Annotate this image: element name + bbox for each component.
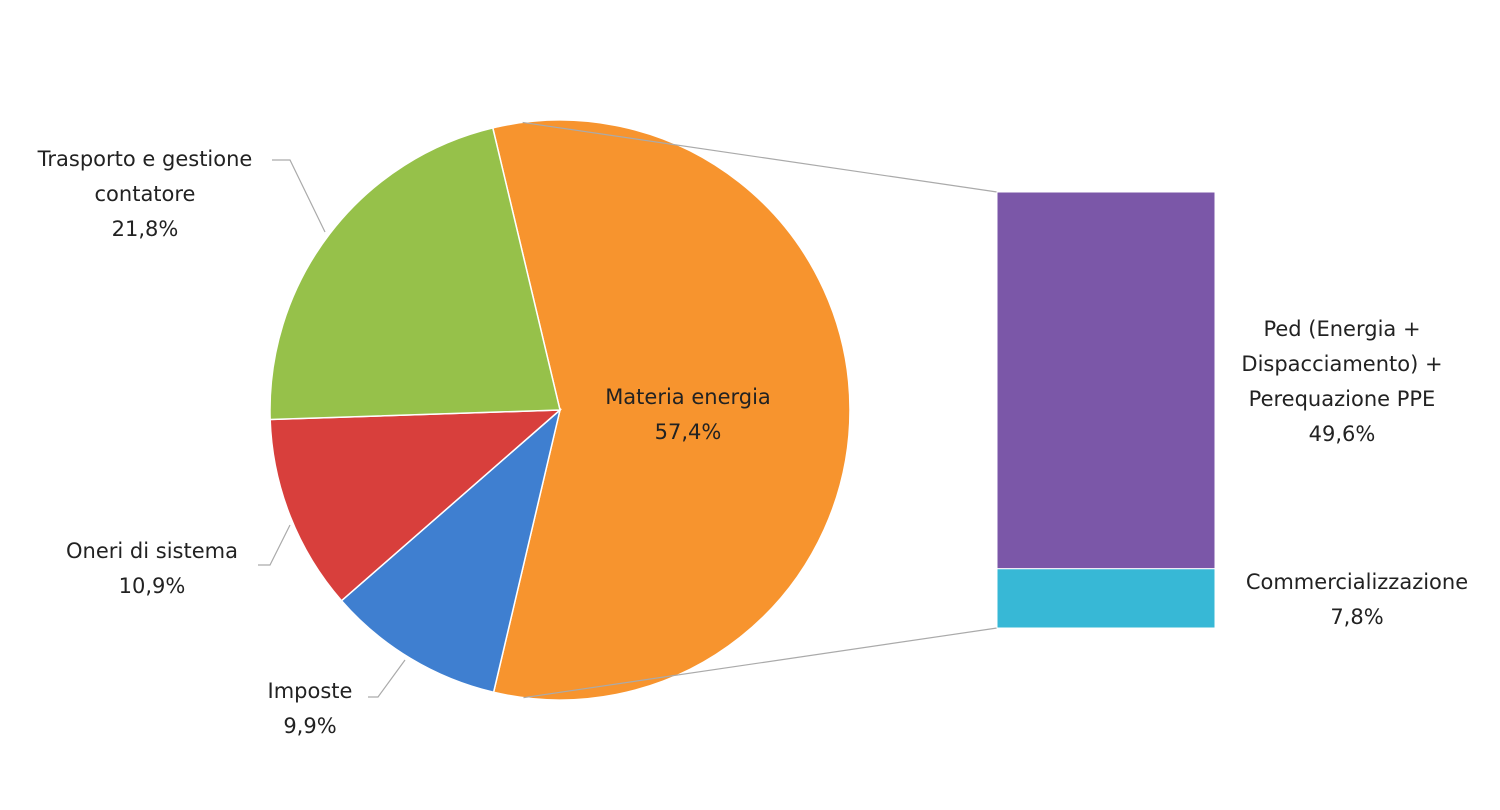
pie-slice-imposte [340,407,562,694]
pie-slice-oneri-di-sistema [269,409,563,602]
slice-label-materia-energia: Materia energia [605,385,771,409]
slice-label-oneri: 10,9% [119,574,186,598]
bar-label-ped: Ped (Energia + [1263,317,1420,341]
breakdown-bar [996,191,1216,629]
connector-top [522,121,998,193]
slice-label-imposte: 9,9% [283,714,336,738]
pie [269,119,851,701]
slice-label-trasporto: 21,8% [112,217,179,241]
leader-line-oneri [258,524,291,566]
slice-label-imposte: Imposte [268,679,353,703]
pie-slice-trasporto-e-gestione-contatore [269,126,561,421]
bar-label-ped: Perequazione PPE [1249,387,1436,411]
slice-label-trasporto: Trasporto e gestione [37,147,253,171]
bar-label-ped: Dispacciamento) + [1241,352,1442,376]
slice-label-oneri: Oneri di sistema [66,539,238,563]
bar-label-ped: 49,6% [1309,422,1376,446]
bar-label-commercializzazione: 7,8% [1330,605,1383,629]
labels: Materia energia 57,4% Trasporto e gestione… [37,147,1468,738]
slice-label-trasporto: contatore [95,182,196,206]
leader-line-imposte [368,659,406,698]
leader-line-trasporto [272,159,326,233]
bar-segment-1 [996,568,1216,629]
slice-label-materia-energia: 57,4% [655,420,722,444]
connector-lines [522,121,998,699]
pie-slice-materia-energia [491,119,851,701]
bar-segment-0 [996,191,1216,570]
connector-bottom [523,627,998,699]
bar-label-commercializzazione: Commercializzazione [1246,570,1468,594]
